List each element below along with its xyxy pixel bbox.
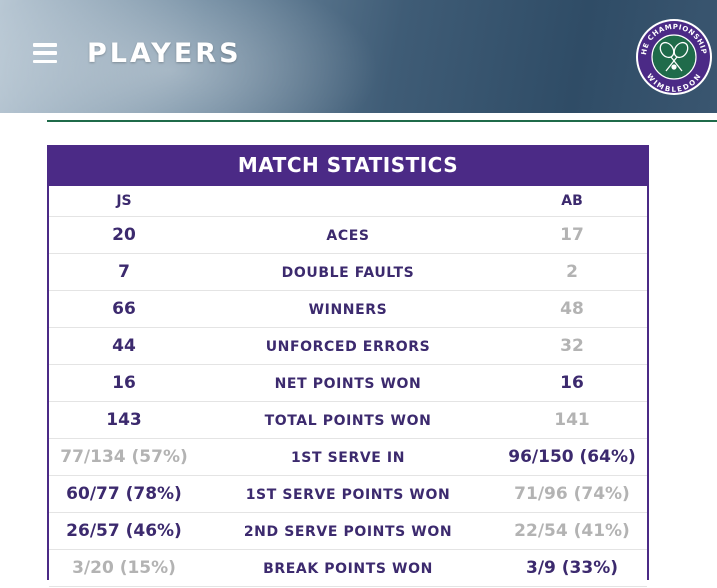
player2-stat-value: 48 <box>560 299 584 319</box>
wimbledon-logo[interactable]: THE CHAMPIONSHIPS WIMBLEDON <box>634 17 714 97</box>
stat-row: 26/57 (46%) 2ND SERVE POINTS WON 22/54 (41… <box>49 513 647 550</box>
player1-stat-value: 26/57 (46%) <box>66 521 182 541</box>
stat-row: 66 WINNERS 48 <box>49 291 647 328</box>
stat-row: 3/20 (15%) BREAK POINTS WON 3/9 (33%) <box>49 550 647 587</box>
player2-stat-value: 17 <box>560 225 584 245</box>
stat-label: NET POINTS WON <box>274 376 422 392</box>
player1-stat-value: 16 <box>112 373 136 393</box>
stat-label: ACES <box>326 228 370 244</box>
player1-name: JS <box>116 193 132 209</box>
player1-stat-value: 3/20 (15%) <box>72 558 176 578</box>
stat-row: 16 NET POINTS WON 16 <box>49 365 647 402</box>
stat-label: DOUBLE FAULTS <box>281 265 415 281</box>
stat-row: 143 TOTAL POINTS WON 141 <box>49 402 647 439</box>
stat-label: UNFORCED ERRORS <box>265 339 431 355</box>
stat-label: 2ND SERVE POINTS WON <box>243 524 453 540</box>
stat-row: 20 ACES 17 <box>49 217 647 254</box>
match-statistics-title: MATCH STATISTICS <box>49 145 647 186</box>
stat-label: 1ST SERVE POINTS WON <box>245 487 451 503</box>
player1-stat-value: 7 <box>118 262 130 282</box>
divider <box>47 120 717 122</box>
stat-row: 7 DOUBLE FAULTS 2 <box>49 254 647 291</box>
stat-label: WINNERS <box>308 302 388 318</box>
stat-label: TOTAL POINTS WON <box>264 413 432 429</box>
player1-stat-value: 66 <box>112 299 136 319</box>
player1-stat-value: 20 <box>112 225 136 245</box>
player2-stat-value: 71/96 (74%) <box>514 484 630 504</box>
player2-stat-value: 3/9 (33%) <box>525 558 618 578</box>
players-header-row: JS AB <box>49 186 647 217</box>
page-header: PLAYERS THE CHAMPIONSHIPS WIMBLEDON <box>0 0 717 113</box>
player1-stat-value: 143 <box>106 410 142 430</box>
player2-name: AB <box>561 193 583 209</box>
player2-stat-value: 141 <box>554 410 590 430</box>
hamburger-menu-icon[interactable] <box>33 43 57 63</box>
player2-stat-value: 22/54 (41%) <box>514 521 630 541</box>
stat-row: 44 UNFORCED ERRORS 32 <box>49 328 647 365</box>
stat-row: 60/77 (78%) 1ST SERVE POINTS WON 71/96 (74… <box>49 476 647 513</box>
player1-stat-value: 77/134 (57%) <box>60 447 188 467</box>
player2-stat-value: 32 <box>560 336 584 356</box>
page-title: PLAYERS <box>87 38 242 69</box>
match-statistics-card: MATCH STATISTICS JS AB 20 ACES 17 7 DOUBLE F… <box>47 145 649 587</box>
player2-stat-value: 16 <box>560 373 584 393</box>
player1-stat-value: 60/77 (78%) <box>66 484 182 504</box>
stat-label: BREAK POINTS WON <box>263 561 433 577</box>
player2-stat-value: 96/150 (64%) <box>508 447 636 467</box>
player1-stat-value: 44 <box>112 336 136 356</box>
stats-table: 20 ACES 17 7 DOUBLE FAULTS 2 66 WINNERS 48 44 UNFO… <box>49 217 647 587</box>
player2-stat-value: 2 <box>566 262 578 282</box>
stat-label: 1ST SERVE IN <box>290 450 406 466</box>
stat-row: 77/134 (57%) 1ST SERVE IN 96/150 (64%) <box>49 439 647 476</box>
